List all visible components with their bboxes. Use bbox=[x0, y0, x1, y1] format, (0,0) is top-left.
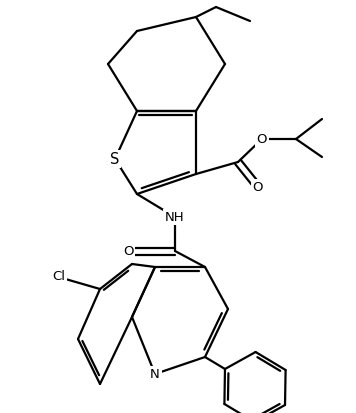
Text: O: O bbox=[123, 245, 133, 258]
Text: O: O bbox=[253, 181, 263, 194]
Text: NH: NH bbox=[165, 211, 185, 224]
Text: Cl: Cl bbox=[52, 270, 66, 283]
Text: S: S bbox=[110, 152, 120, 167]
Text: N: N bbox=[150, 368, 160, 380]
Text: O: O bbox=[257, 133, 267, 146]
